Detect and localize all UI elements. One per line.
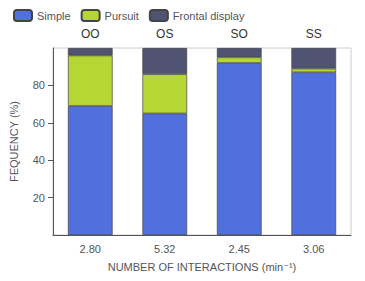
svg-text:NUMBER OF INTERACTIONS (min⁻¹): NUMBER OF INTERACTIONS (min⁻¹): [108, 261, 297, 273]
svg-text:SO: SO: [231, 27, 248, 41]
svg-text:Simple: Simple: [37, 10, 71, 22]
svg-text:Pursuit: Pursuit: [105, 10, 139, 22]
svg-text:SS: SS: [306, 27, 322, 41]
svg-text:Frontal display: Frontal display: [173, 10, 245, 22]
svg-text:20: 20: [33, 192, 45, 204]
svg-text:80: 80: [33, 79, 45, 91]
svg-text:OS: OS: [156, 27, 173, 41]
svg-text:3.06: 3.06: [303, 243, 324, 255]
svg-text:2.45: 2.45: [229, 243, 250, 255]
svg-text:OO: OO: [81, 27, 100, 41]
svg-text:5.32: 5.32: [154, 243, 175, 255]
svg-text:40: 40: [33, 154, 45, 166]
svg-text:60: 60: [33, 117, 45, 129]
svg-text:FEQUENCY (%): FEQUENCY (%): [8, 101, 20, 182]
svg-text:2.80: 2.80: [80, 243, 101, 255]
